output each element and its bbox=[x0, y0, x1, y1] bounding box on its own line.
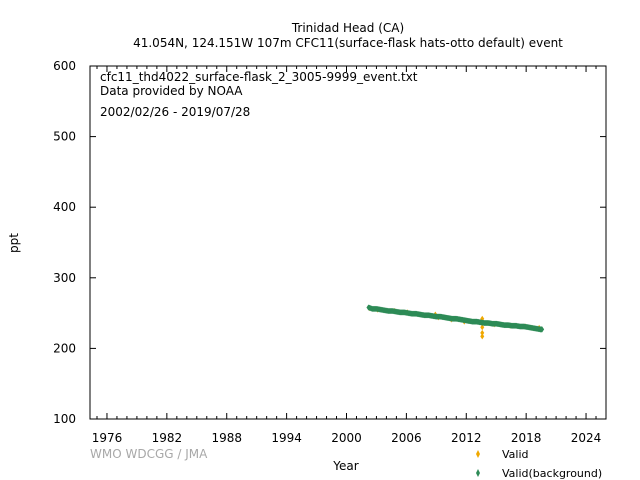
x-tick-label: 2006 bbox=[391, 431, 422, 445]
y-axis: 100 200 300 400 500 600 bbox=[53, 59, 606, 426]
x-tick-label: 2012 bbox=[451, 431, 482, 445]
annotation-period: 2002/02/26 - 2019/07/28 bbox=[100, 105, 250, 119]
y-tick-label: 200 bbox=[53, 341, 76, 355]
chart-title-line2: 41.054N, 124.151W 107m CFC11(surface-fla… bbox=[133, 36, 563, 50]
legend-marker-valid-background bbox=[476, 469, 480, 477]
y-tick-label: 400 bbox=[53, 200, 76, 214]
legend: Valid Valid(background) bbox=[476, 448, 602, 480]
x-tick-label: 2000 bbox=[331, 431, 362, 445]
data-point bbox=[480, 329, 485, 336]
x-tick-label: 1982 bbox=[152, 431, 183, 445]
x-tick-label: 2024 bbox=[571, 431, 602, 445]
legend-marker-valid bbox=[476, 450, 480, 458]
legend-label-valid: Valid bbox=[502, 448, 529, 461]
y-axis-label: ppt bbox=[7, 233, 21, 253]
x-axis-label: Year bbox=[332, 459, 358, 473]
series-layer bbox=[366, 304, 545, 340]
plot-area bbox=[89, 65, 607, 420]
series-1 bbox=[366, 304, 545, 333]
y-tick-label: 100 bbox=[53, 412, 76, 426]
y-tick-label: 600 bbox=[53, 59, 76, 73]
x-tick-label: 1994 bbox=[271, 431, 302, 445]
annotation-filename: cfc11_thd4022_surface-flask_2_3005-9999_… bbox=[100, 70, 418, 84]
y-tick-label: 500 bbox=[53, 130, 76, 144]
chart-title-line1: Trinidad Head (CA) bbox=[291, 21, 404, 35]
data-point bbox=[540, 326, 545, 333]
annotation-provider: Data provided by NOAA bbox=[100, 84, 243, 98]
legend-label-valid-background: Valid(background) bbox=[502, 467, 602, 480]
data-point bbox=[480, 333, 485, 340]
x-tick-label: 1988 bbox=[211, 431, 242, 445]
x-axis: 1976 1982 1988 1994 2000 2006 2012 2018 2024 bbox=[92, 66, 607, 445]
y-tick-label: 300 bbox=[53, 271, 76, 285]
x-tick-label: 1976 bbox=[92, 431, 123, 445]
credit-text: WMO WDCGG / JMA bbox=[90, 447, 208, 461]
x-tick-label: 2018 bbox=[511, 431, 542, 445]
